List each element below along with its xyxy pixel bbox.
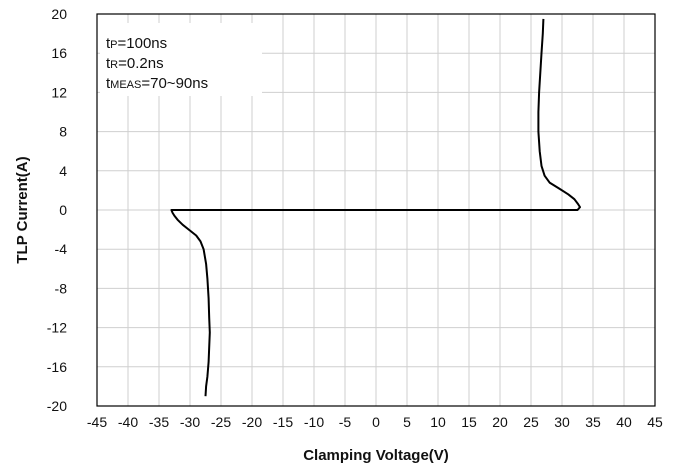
x-tick-label: 15 [461, 414, 477, 430]
x-tick-label: -10 [304, 414, 324, 430]
y-tick-label: 8 [59, 124, 67, 140]
x-tick-label: 30 [554, 414, 570, 430]
annotation-background [100, 23, 262, 96]
x-tick-label: 5 [403, 414, 411, 430]
plot-frame [96, 13, 656, 407]
y-tick-label: 16 [51, 45, 67, 61]
x-tick-label: 40 [616, 414, 632, 430]
y-tick-label: -4 [55, 241, 68, 257]
x-tick-label: 25 [523, 414, 539, 430]
x-axis-ticks: -45 -40 -35 -30 -25 -20 -15 -10 -5 0 5 10 15 20 25 30 35… [87, 414, 663, 430]
series-layer [170, 18, 581, 397]
x-tick-label: -40 [118, 414, 138, 430]
y-axis-ticks: -20 -16 -12 -8 -4 0 4 8 12 16 20 [47, 6, 67, 414]
y-tick-label: 20 [51, 6, 67, 22]
y-tick-label: 0 [59, 202, 67, 218]
x-tick-label: -25 [211, 414, 231, 430]
y-axis-title: TLP Current(A) [14, 156, 31, 263]
x-tick-label: -35 [149, 414, 169, 430]
y-tick-label: 12 [51, 84, 67, 100]
x-tick-label: -45 [87, 414, 107, 430]
series-line [170, 18, 581, 397]
y-tick-label: -16 [47, 359, 67, 375]
x-tick-label: -5 [339, 414, 352, 430]
x-tick-label: 35 [585, 414, 601, 430]
x-tick-label: -15 [273, 414, 293, 430]
y-tick-label: -20 [47, 398, 67, 414]
annotation-line: tR=0.2ns [106, 55, 164, 72]
annotation-box: tP=100ns tR=0.2ns tMEAS=70~90ns [100, 23, 262, 96]
y-tick-label: -12 [47, 320, 67, 336]
y-tick-label: -8 [55, 280, 68, 296]
x-tick-label: 10 [430, 414, 446, 430]
annotation-line: tMEAS=70~90ns [106, 75, 208, 92]
x-tick-label: -30 [180, 414, 200, 430]
y-tick-label: 4 [59, 163, 67, 179]
x-tick-label: 0 [372, 414, 380, 430]
x-axis-title: Clamping Voltage(V) [303, 447, 449, 464]
x-tick-label: -20 [242, 414, 262, 430]
x-tick-label: 20 [492, 414, 508, 430]
annotation-line: tP=100ns [106, 35, 167, 52]
x-tick-label: 45 [647, 414, 663, 430]
